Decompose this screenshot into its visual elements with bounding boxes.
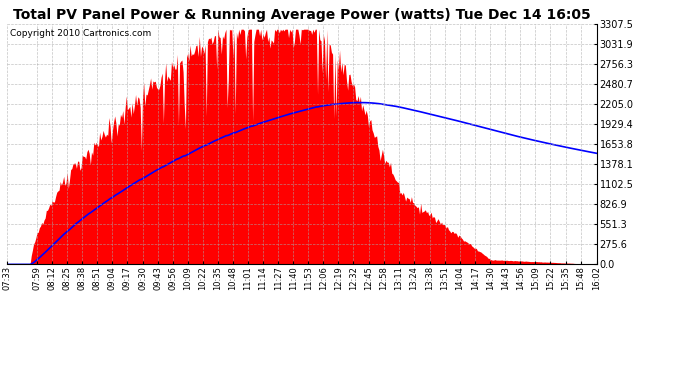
Title: Total PV Panel Power & Running Average Power (watts) Tue Dec 14 16:05: Total PV Panel Power & Running Average P…: [13, 8, 591, 22]
Text: Copyright 2010 Cartronics.com: Copyright 2010 Cartronics.com: [10, 29, 151, 38]
